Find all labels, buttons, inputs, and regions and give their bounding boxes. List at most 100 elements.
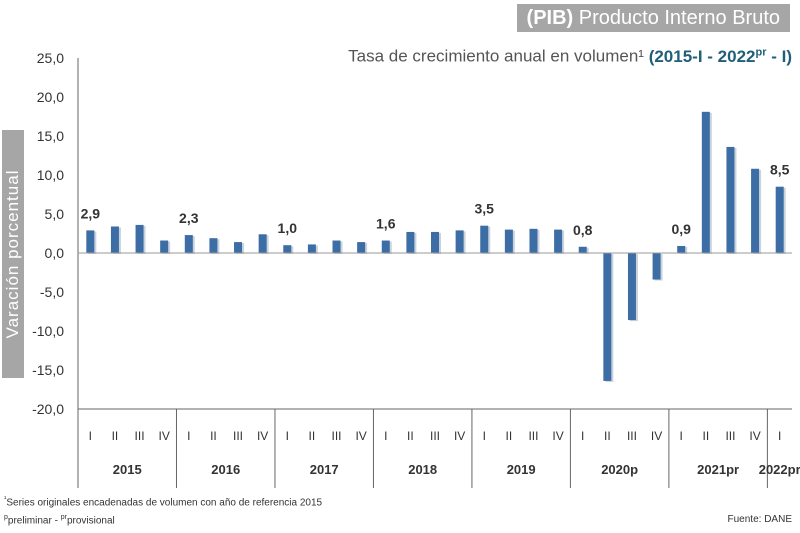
bar (529, 228, 538, 253)
year-label: 2021pr (697, 462, 739, 477)
x-tick-label: IV (749, 429, 760, 443)
x-tick-label: I (89, 429, 92, 443)
x-tick-label: IV (159, 429, 170, 443)
x-tick-label: III (332, 429, 342, 443)
y-tick-label: 25,0 (37, 50, 64, 66)
x-tick-label: IV (552, 429, 563, 443)
footnote-pr-mark: pr (60, 514, 67, 521)
bar (184, 235, 193, 253)
footnote-series-text: Series originales encadenadas de volumen… (6, 497, 323, 509)
y-tick-label: -10,0 (32, 323, 64, 339)
bar (603, 253, 612, 381)
x-tick-label: II (702, 429, 709, 443)
x-tick-label: I (187, 429, 190, 443)
x-tick-label: I (384, 429, 387, 443)
bar (578, 246, 587, 253)
year-label: 2015 (113, 462, 142, 477)
bar (283, 245, 292, 253)
period-end: - I) (771, 46, 792, 66)
year-label: 2016 (211, 462, 240, 477)
bar (332, 240, 341, 253)
footnote-series: ¹Series originales encadenadas de volume… (4, 496, 322, 508)
x-tick-label: II (210, 429, 217, 443)
x-tick-label: I (483, 429, 486, 443)
data-label: 3,5 (475, 201, 495, 217)
x-tick-label: IV (454, 429, 465, 443)
bar (381, 240, 390, 253)
year-label: 2018 (408, 462, 437, 477)
bar (554, 229, 563, 253)
footnote-p-text: preliminar - (7, 515, 61, 527)
subtitle-footnote-mark: ¹ (638, 46, 644, 66)
x-tick-label: II (604, 429, 611, 443)
bar (135, 224, 144, 253)
y-tick-label: 15,0 (37, 128, 64, 144)
x-tick-label: I (581, 429, 584, 443)
y-tick-label: -20,0 (32, 401, 64, 417)
subtitle-main: Tasa de crecimiento anual en volumen (348, 46, 639, 66)
subtitle-period: (2015-I - 2022pr - I) (648, 46, 792, 66)
x-tick-label: III (528, 429, 538, 443)
data-label: 0,8 (573, 222, 593, 238)
x-tick-label: II (112, 429, 119, 443)
data-label: 2,9 (81, 205, 101, 221)
data-label: 1,0 (278, 220, 298, 236)
y-tick-label: -5,0 (40, 284, 64, 300)
bar (258, 234, 267, 253)
source-note: Fuente: DANE (727, 514, 792, 525)
bar (431, 231, 439, 253)
bar (160, 240, 169, 253)
x-tick-label: II (407, 429, 414, 443)
x-tick-label: IV (355, 429, 366, 443)
bar (455, 230, 464, 253)
bar (406, 231, 415, 253)
y-axis-label-box (2, 130, 24, 378)
bar (677, 245, 686, 253)
bar (110, 226, 119, 253)
footnote-p-mark: p (4, 514, 8, 521)
year-label: 2019 (507, 462, 536, 477)
x-tick-label: III (627, 429, 637, 443)
title-prefix: (PIB) (526, 7, 574, 29)
footnote-series-mark: ¹ (4, 496, 7, 503)
bar (86, 230, 95, 253)
footnote-pr-text: provisional (66, 515, 115, 527)
year-label: 2022pr (759, 462, 800, 477)
chart-title: (PIB) Producto Interno Bruto (516, 4, 790, 32)
title-text: Producto Interno Bruto (578, 7, 780, 29)
x-tick-label: III (430, 429, 440, 443)
x-tick-label: I (778, 429, 781, 443)
x-tick-label: IV (651, 429, 662, 443)
bar (234, 242, 243, 253)
y-tick-label: 20,0 (37, 89, 64, 105)
x-tick-label: IV (257, 429, 268, 443)
data-label: 2,3 (179, 210, 199, 226)
bar (775, 186, 784, 253)
x-tick-label: III (233, 429, 243, 443)
x-tick-label: II (309, 429, 316, 443)
period-sup: pr (755, 46, 767, 58)
x-tick-label: III (725, 429, 735, 443)
x-tick-label: II (506, 429, 513, 443)
chart-subtitle: Tasa de crecimiento anual en volumen¹ (2… (348, 46, 792, 67)
bar (504, 229, 513, 253)
bar (627, 253, 636, 321)
bar (480, 225, 489, 253)
y-tick-label: 10,0 (37, 167, 64, 183)
y-tick-label: -15,0 (32, 362, 64, 378)
bar (307, 244, 316, 253)
y-tick-label: 0,0 (45, 245, 65, 261)
footnote-preliminary: ppreliminar - prprovisional (4, 514, 115, 526)
bar (726, 146, 735, 253)
bar (701, 111, 710, 253)
x-tick-label: III (135, 429, 145, 443)
data-label: 8,5 (770, 162, 790, 178)
bar (357, 242, 366, 253)
data-label: 1,6 (376, 216, 396, 232)
year-label: 2020p (601, 462, 638, 477)
period-start: (2015-I - 2022 (648, 46, 756, 66)
bar (209, 238, 218, 253)
year-label: 2017 (310, 462, 339, 477)
data-label: 0,9 (671, 221, 691, 237)
